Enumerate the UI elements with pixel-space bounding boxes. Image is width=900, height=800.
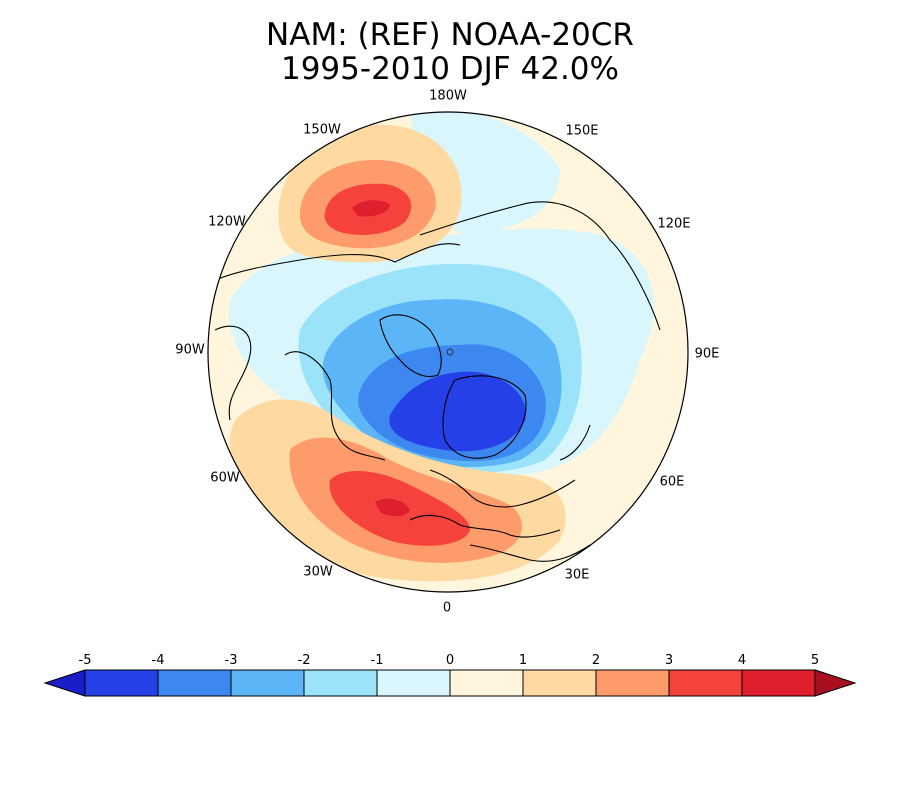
colorbar-swatch-9 [741, 669, 816, 697]
coastlines [214, 201, 661, 562]
colorbar-swatch-2 [230, 669, 305, 697]
band-pac-4 [352, 200, 390, 217]
colorbar-swatch-0 [84, 669, 159, 697]
lon-label-60w: 60W [210, 470, 240, 486]
title-line-2: 1995-2010 DJF 42.0% [280, 51, 619, 87]
colorbar-tick-label: -5 [79, 653, 92, 668]
colorbar-tick-label: -3 [225, 653, 238, 668]
colorbar-tick-label: -4 [152, 653, 165, 668]
pole-marker [446, 348, 454, 356]
lon-label-90e: 90E [694, 346, 720, 362]
lon-label-0: 0 [442, 600, 452, 616]
lon-label-150w: 150W [303, 122, 341, 138]
title-line-1: NAM: (REF) NOAA-20CR [266, 17, 634, 53]
band-neg-5 [389, 371, 526, 452]
colorbar-swatch-3 [303, 669, 378, 697]
colorbar-tick-label: 5 [811, 653, 819, 668]
colorbar-swatch-5 [449, 669, 524, 697]
lon-label-120w: 120W [208, 214, 246, 230]
colorbar-tick-label: -2 [298, 653, 311, 668]
lon-label-60e: 60E [659, 474, 685, 490]
lon-label-120e: 120E [657, 216, 691, 232]
colorbar-tick-label: 4 [738, 653, 746, 668]
map-border [207, 111, 689, 593]
lon-label-180w: 180W [429, 88, 467, 104]
colorbar-tick-label: -1 [371, 653, 384, 668]
colorbar-tick-label: 3 [665, 653, 673, 668]
colorbar-swatch-8 [668, 669, 743, 697]
lon-label-150e: 150E [565, 123, 599, 139]
contour-field [208, 112, 688, 592]
colorbar-swatch-4 [376, 669, 451, 697]
colorbar-swatch-6 [522, 669, 597, 697]
lon-label-90w: 90W [175, 342, 205, 358]
colorbar-tick-label: 0 [446, 653, 454, 668]
colorbar-tick-label: 1 [519, 653, 527, 668]
colorbar-tick-label: 2 [592, 653, 600, 668]
colorbar-swatch-1 [157, 669, 232, 697]
colorbar-swatch-7 [595, 669, 670, 697]
colorbar-under-triangle [43, 669, 86, 697]
colorbar-over-triangle [814, 669, 857, 697]
lon-label-30w: 30W [303, 564, 333, 580]
lon-label-30e: 30E [564, 567, 590, 583]
polar-map [207, 111, 689, 593]
band-atl-4 [375, 498, 410, 517]
